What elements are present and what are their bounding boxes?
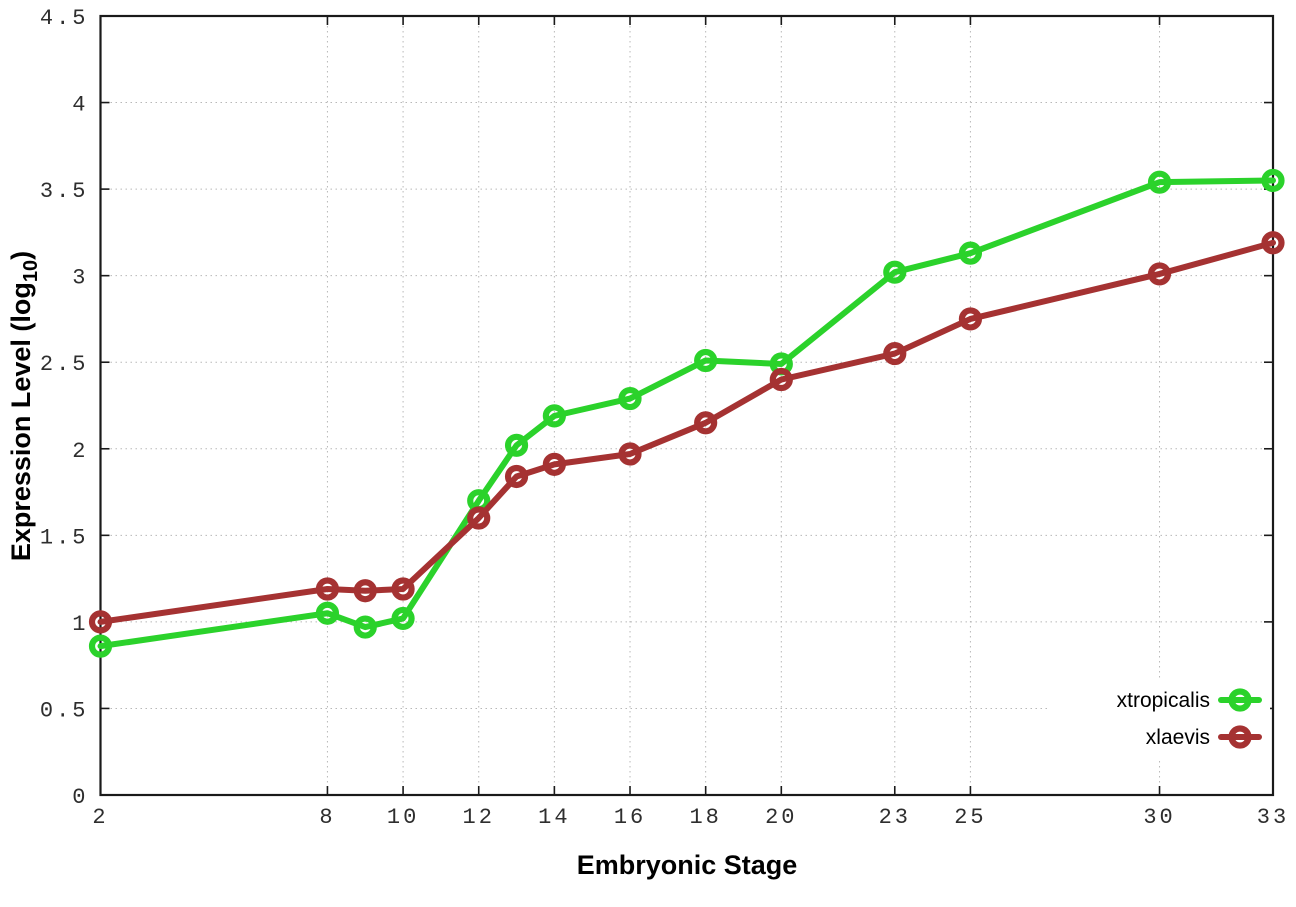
gridlines <box>100 15 1274 796</box>
y-axis-title: Expression Level (log10) <box>6 251 42 561</box>
y-tick-label: 1.5 <box>40 525 89 550</box>
data-point-xtropicalis <box>315 601 340 625</box>
data-point-xtropicalis <box>618 386 642 411</box>
data-point-xtropicalis <box>88 634 113 658</box>
legend-sample-marker-xlaevis <box>1228 725 1252 749</box>
data-point-xlaevis <box>883 341 907 366</box>
x-tick-label: 12 <box>463 805 495 830</box>
series-line-xlaevis <box>97 239 1276 625</box>
x-tick-label: 23 <box>879 805 911 830</box>
axis-tick-marks <box>99 15 1274 796</box>
data-point-xlaevis <box>1147 262 1172 286</box>
y-tick-label: 2.5 <box>40 352 89 377</box>
y-tick-label: 4.5 <box>40 6 89 31</box>
data-point-xtropicalis <box>391 606 415 631</box>
data-point-xlaevis <box>504 464 529 489</box>
y-axis-title-subscript: 10 <box>20 260 42 282</box>
y-tick-label: 3 <box>72 266 88 291</box>
y-tick-label: 2 <box>72 439 88 464</box>
x-axis-title: Embryonic Stage <box>577 850 798 880</box>
y-tick-label: 3.5 <box>40 179 89 204</box>
x-tick-label: 25 <box>954 805 986 830</box>
y-tick-label: 0.5 <box>40 698 89 723</box>
y-tick-label: 1 <box>72 612 88 637</box>
data-point-xtropicalis <box>883 260 907 284</box>
y-axis-title-prefix: Expression Level (log <box>6 282 36 561</box>
legend-label-xlaevis: xlaevis <box>1146 726 1210 749</box>
tick-labels: 2 8 10 12 14 16 18 20 23 25 30 33 0 0.5 1 1.5 2 2.5 3 3.5 4 4… <box>40 6 1289 830</box>
data-point-xlaevis <box>315 577 340 601</box>
data-series <box>88 168 1285 658</box>
data-point-xlaevis <box>353 579 377 603</box>
data-point-xlaevis <box>618 442 642 466</box>
data-point-xtropicalis <box>958 241 983 265</box>
legend-label-xtropicalis: xtropicalis <box>1117 689 1210 712</box>
x-tick-label: 30 <box>1143 805 1175 830</box>
y-axis-title-suffix: ) <box>6 251 36 260</box>
y-tick-label: 0 <box>72 785 88 810</box>
data-point-xlaevis <box>467 506 491 530</box>
x-tick-label: 18 <box>689 805 721 830</box>
data-point-xtropicalis <box>542 404 566 428</box>
x-tick-label: 14 <box>538 805 570 830</box>
x-tick-label: 20 <box>765 805 797 830</box>
data-point-xlaevis <box>694 411 718 435</box>
legend: xtropicalis xlaevis <box>1048 680 1270 758</box>
data-point-xlaevis <box>391 577 415 601</box>
data-point-xlaevis <box>542 452 566 476</box>
y-tick-label: 4 <box>72 93 88 118</box>
x-tick-label: 10 <box>387 805 419 830</box>
data-point-xtropicalis <box>694 348 718 373</box>
data-point-xtropicalis <box>353 615 377 639</box>
data-point-xlaevis <box>88 610 113 634</box>
x-tick-label: 2 <box>92 805 108 830</box>
x-tick-label: 33 <box>1257 805 1289 830</box>
plot-frame <box>99 14 1275 797</box>
legend-samples <box>1048 680 1270 758</box>
series-line-xtropicalis <box>97 177 1276 650</box>
legend-sample-marker-xtropicalis <box>1228 688 1252 712</box>
data-point-xlaevis <box>958 307 983 331</box>
frame-border <box>99 14 1275 797</box>
data-point-xtropicalis <box>504 433 529 457</box>
x-tick-label: 8 <box>319 805 335 830</box>
x-tick-label: 16 <box>614 805 646 830</box>
data-point-xtropicalis <box>1261 168 1285 193</box>
data-point-xtropicalis <box>1147 170 1172 194</box>
data-point-xlaevis <box>1261 231 1285 255</box>
data-point-xlaevis <box>769 367 793 392</box>
